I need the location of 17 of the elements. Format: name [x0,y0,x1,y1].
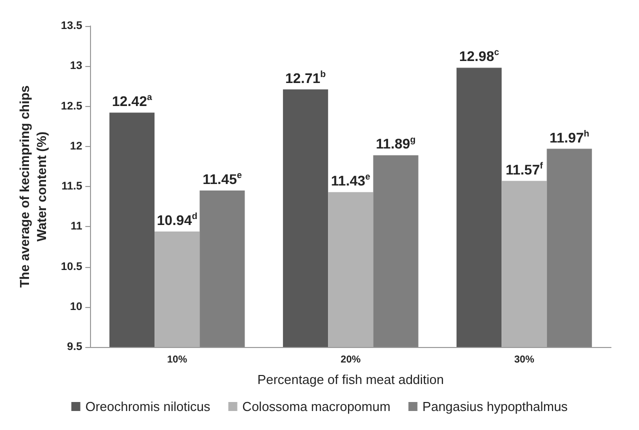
y-tick-label: 13 [70,60,82,72]
y-tick-label: 11.5 [61,180,82,192]
x-axis-title: Percentage of fish meat addition [257,372,444,387]
y-tick-label: 12 [70,140,82,152]
y-tick-label: 12.5 [60,100,82,112]
y-axis-title: The average of kecimpring chips Water content (%) [17,85,49,288]
y-tick-label: 13.5 [60,20,82,32]
y-tick-label: 11 [70,220,82,233]
x-tick-label: 10% [167,354,188,366]
legend-label: Colossoma macropomum [242,399,390,414]
legend-label: Oreochromis niloticus [85,399,211,414]
y-tick-label: 9.5 [67,341,82,353]
legend-label: Pangasius hypopthalmus [422,399,568,414]
x-tick-label: 30% [514,354,534,366]
y-tick-label: 10.5 [60,260,82,273]
y-tick-label: 10 [70,300,82,313]
x-tick-label: 20% [340,354,361,366]
